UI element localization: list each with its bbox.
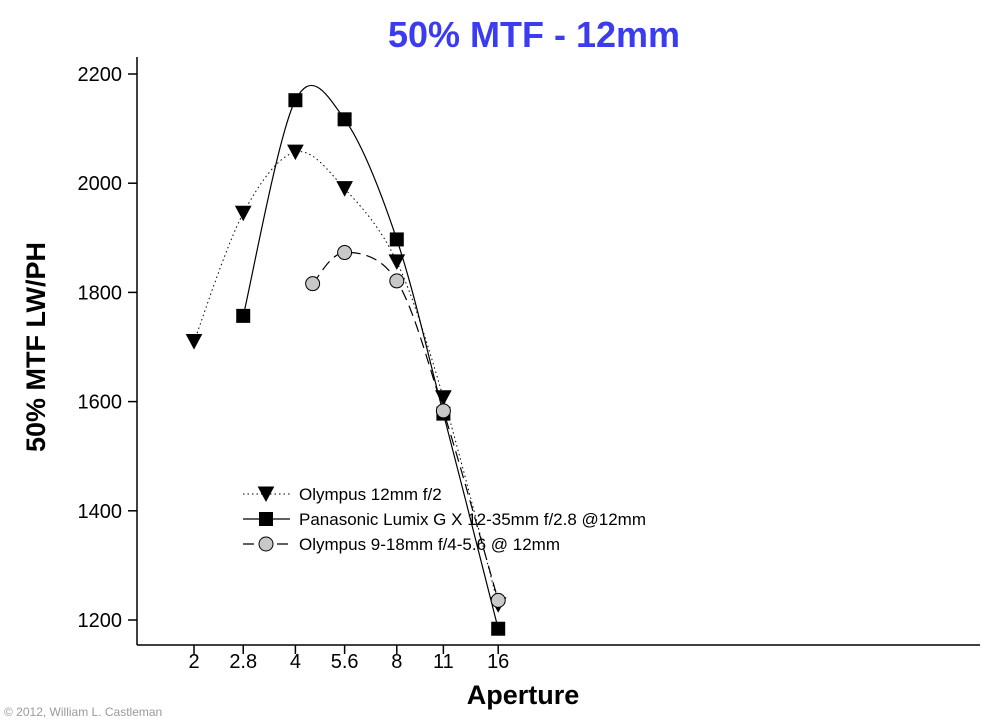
y-tick-label: 1400 — [78, 501, 123, 523]
data-point-series-2 — [337, 112, 352, 127]
data-point-series-1 — [388, 254, 406, 270]
data-point-series-2 — [236, 308, 251, 323]
x-tick-label: 16 — [487, 651, 509, 673]
data-point-series-2 — [389, 232, 404, 247]
x-tick-label: 5.6 — [331, 651, 359, 673]
series-line-2 — [242, 84, 499, 629]
x-tick-label: 2 — [188, 651, 199, 673]
legend-label: Olympus 12mm f/2 — [299, 485, 442, 504]
axes — [136, 57, 980, 646]
chart-title: 50% MTF - 12mm — [388, 14, 680, 55]
y-tick-label: 1800 — [78, 282, 123, 304]
data-point-series-3 — [337, 245, 353, 261]
y-tick-label: 2000 — [78, 173, 123, 195]
data-point-series-3 — [435, 403, 451, 419]
legend-marker — [258, 536, 274, 552]
data-point-series-3 — [389, 273, 405, 289]
y-axis-ticks: 1200 1400 1600 1800 2000 2200 — [78, 64, 137, 632]
copyright-notice: © 2012, William L. Castleman — [4, 705, 162, 719]
x-tick-label: 4 — [290, 651, 301, 673]
y-tick-label: 1600 — [78, 392, 123, 414]
x-axis-label: Aperture — [467, 680, 580, 710]
x-tick-label: 8 — [391, 651, 402, 673]
x-tick-label: 2.8 — [229, 651, 257, 673]
y-axis-label: 50% MTF LW/PH — [21, 242, 51, 452]
data-point-series-3 — [490, 592, 506, 608]
data-point-series-2 — [288, 93, 303, 108]
data-point-series-2 — [491, 621, 506, 636]
data-point-series-1 — [287, 144, 304, 161]
legend-label: Olympus 9-18mm f/4-5.6 @ 12mm — [299, 535, 560, 554]
x-tick-label: 11 — [433, 651, 454, 673]
legend-marker — [257, 486, 275, 503]
data-point-series-1 — [336, 181, 353, 197]
y-tick-label: 2200 — [78, 64, 123, 86]
data-point-series-1 — [234, 205, 252, 222]
x-axis-ticks: 2 2.8 4 5.6 8 11 16 — [188, 645, 509, 673]
data-point-series-1 — [185, 334, 203, 350]
legend-label: Panasonic Lumix G X 12-35mm f/2.8 @12mm — [299, 510, 646, 529]
series-line-1 — [193, 151, 499, 605]
data-point-series-3 — [305, 276, 321, 292]
series-markers — [185, 93, 507, 636]
legend-marker — [259, 512, 273, 526]
data-point-series-1 — [435, 390, 452, 406]
y-tick-label: 1200 — [78, 610, 123, 632]
legend: Olympus 12mm f/2 Panasonic Lumix G X 12-3… — [243, 485, 646, 554]
